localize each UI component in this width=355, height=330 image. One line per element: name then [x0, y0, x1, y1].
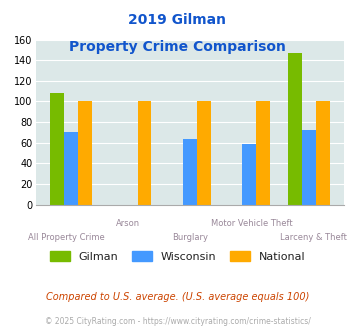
Text: Arson: Arson [116, 219, 140, 228]
Bar [78, 102, 92, 205]
Text: Motor Vehicle Theft: Motor Vehicle Theft [211, 219, 293, 228]
Bar [256, 102, 270, 205]
Text: Larceny & Theft: Larceny & Theft [280, 233, 347, 242]
Bar [242, 144, 256, 205]
Bar [183, 139, 197, 205]
Bar [288, 53, 302, 205]
Bar [316, 102, 329, 205]
Bar [302, 130, 316, 205]
Bar [64, 132, 78, 205]
Bar [50, 93, 64, 205]
Text: Burglary: Burglary [172, 233, 208, 242]
Text: © 2025 CityRating.com - https://www.cityrating.com/crime-statistics/: © 2025 CityRating.com - https://www.city… [45, 317, 310, 326]
Bar [138, 102, 151, 205]
Text: Property Crime Comparison: Property Crime Comparison [69, 40, 286, 53]
Text: All Property Crime: All Property Crime [28, 233, 105, 242]
Legend: Gilman, Wisconsin, National: Gilman, Wisconsin, National [45, 247, 310, 267]
Text: Compared to U.S. average. (U.S. average equals 100): Compared to U.S. average. (U.S. average … [46, 292, 309, 302]
Bar [197, 102, 211, 205]
Text: 2019 Gilman: 2019 Gilman [129, 13, 226, 27]
